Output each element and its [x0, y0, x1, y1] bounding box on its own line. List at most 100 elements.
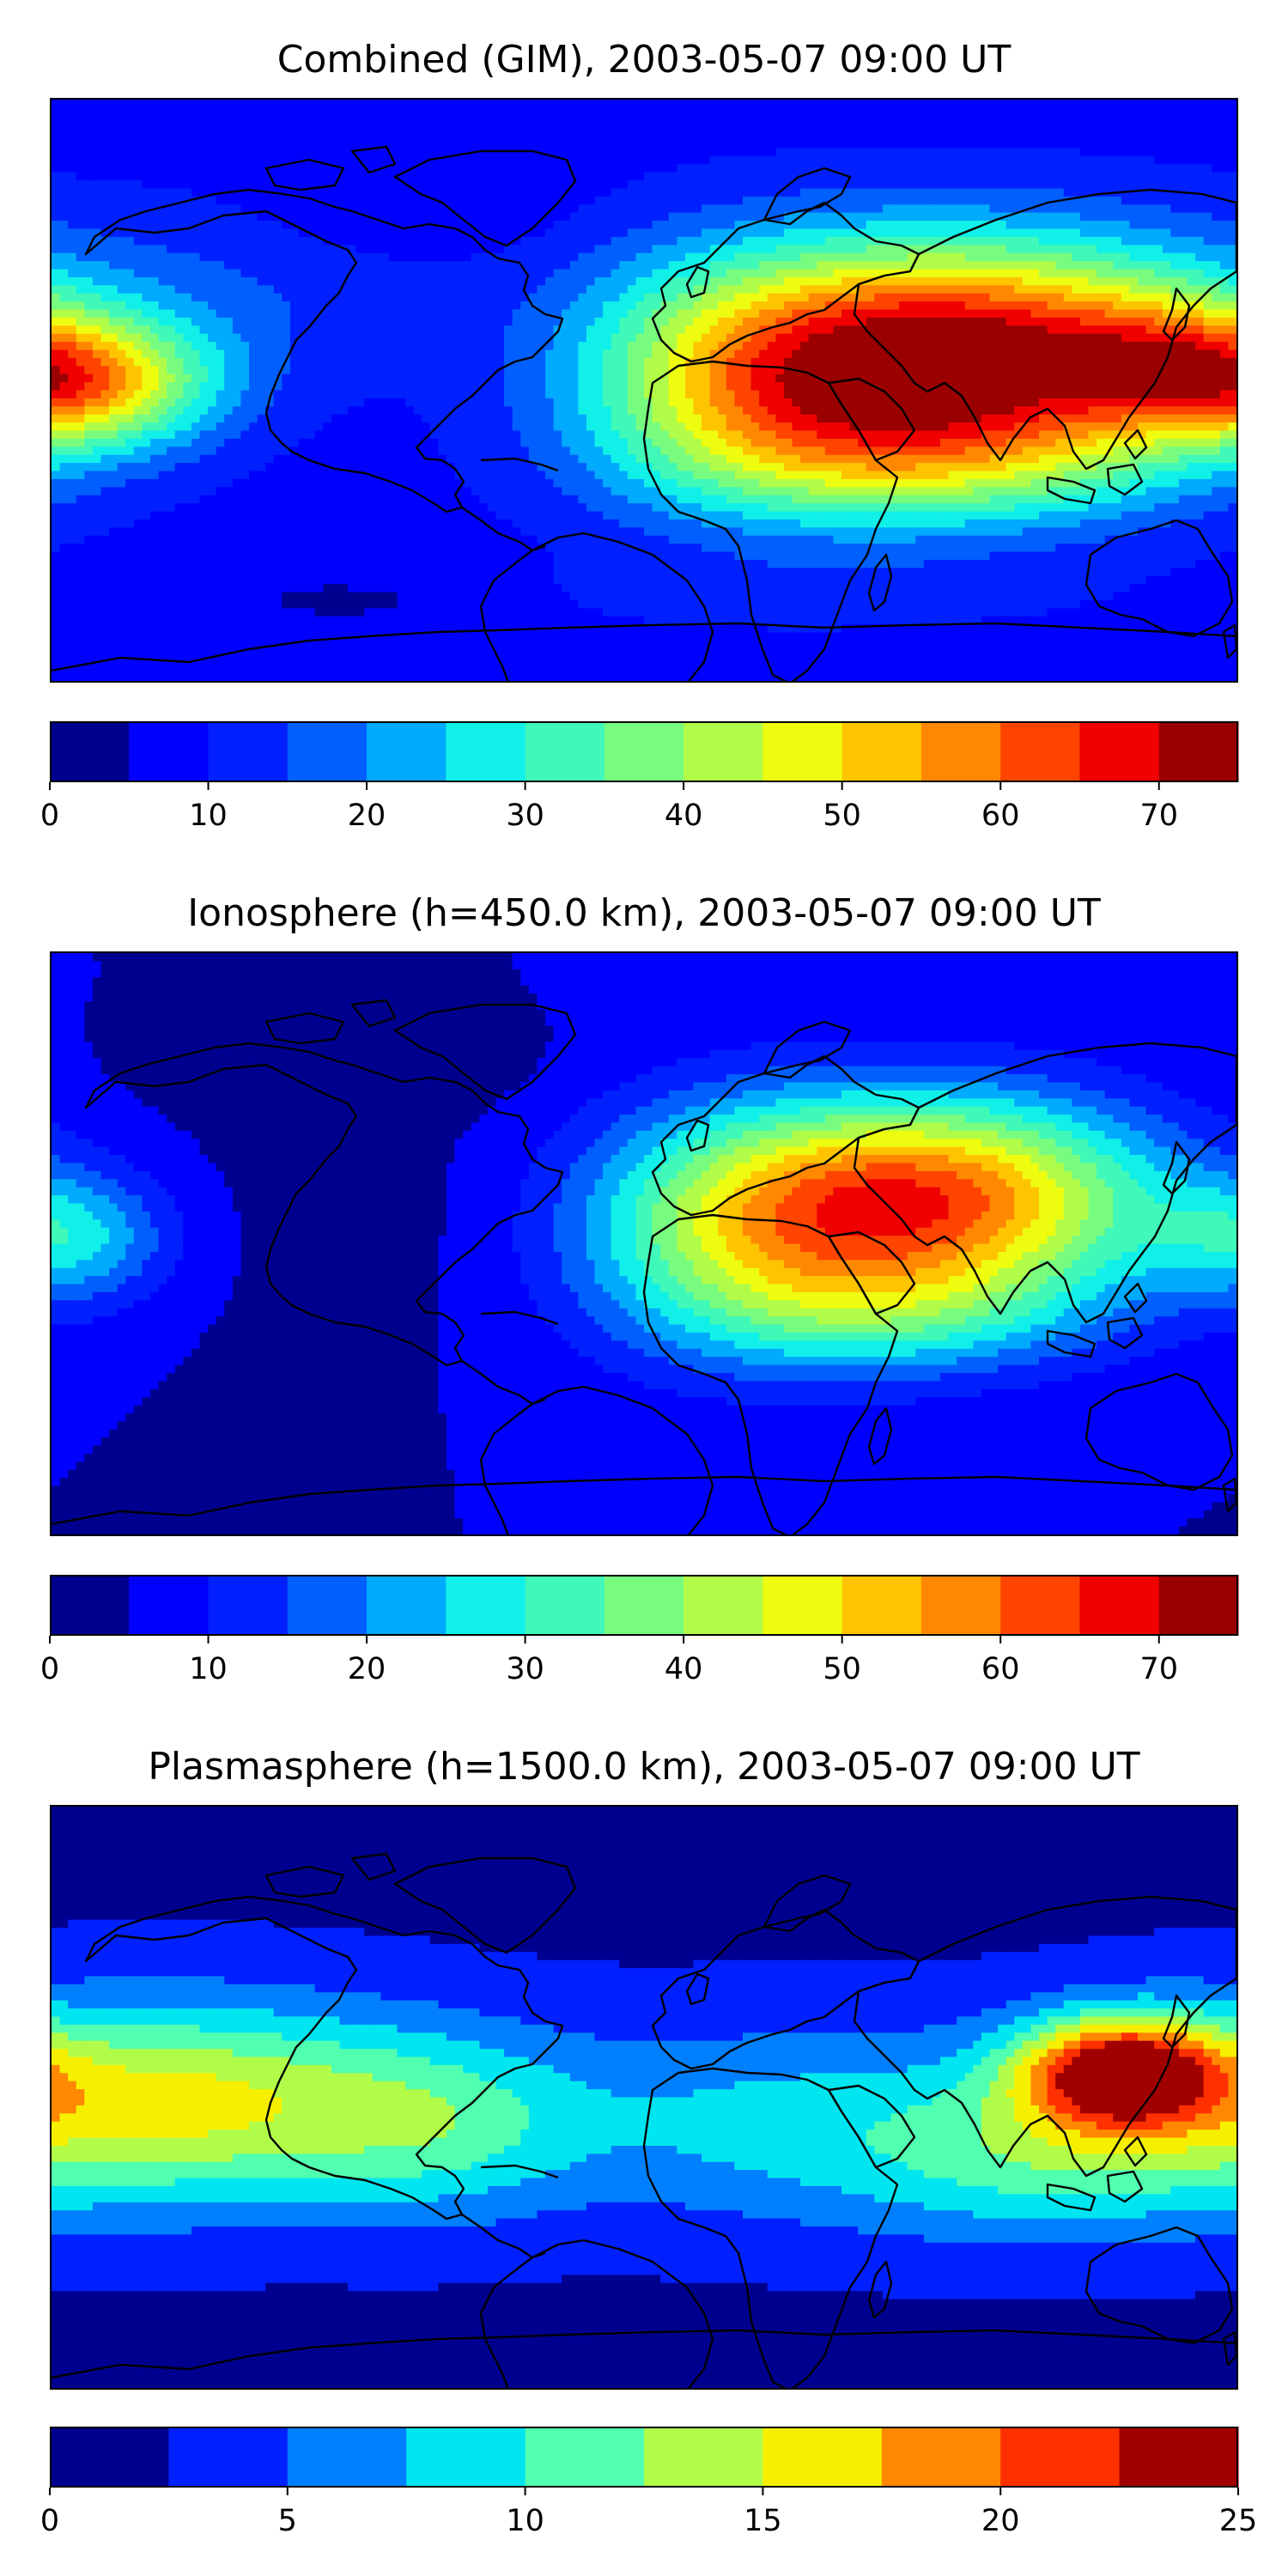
field-cell [866, 342, 875, 351]
field-cell [578, 155, 587, 165]
field-cell [824, 148, 835, 157]
field-cell [208, 155, 217, 165]
field-cell [660, 333, 670, 343]
field-cell [998, 301, 1007, 311]
field-cell [216, 293, 225, 302]
field-cell [750, 236, 760, 246]
field-cell [348, 188, 357, 197]
field-cell [726, 164, 736, 173]
field-cell [603, 325, 612, 335]
field-cell [1022, 107, 1032, 117]
field-cell [100, 317, 110, 326]
field-cell [355, 276, 365, 286]
field-cell [397, 285, 406, 295]
field-cell [915, 301, 925, 311]
field-cell [594, 357, 604, 367]
field-cell [232, 245, 242, 254]
field-cell [808, 180, 817, 190]
field-cell [890, 245, 900, 254]
field-cell [619, 188, 629, 197]
field-cell [1121, 164, 1131, 173]
field-cell [289, 374, 300, 383]
field-cell [957, 349, 966, 359]
field-cell [858, 349, 867, 359]
field-cell [199, 342, 209, 351]
field-cell [289, 164, 300, 173]
field-cell [890, 301, 900, 311]
field-cell [471, 293, 480, 302]
field-cell [866, 180, 875, 190]
field-cell [125, 317, 135, 326]
field-cell [1203, 188, 1212, 197]
field-cell [158, 317, 167, 326]
field-cell [429, 188, 440, 197]
field-cell [504, 342, 513, 351]
field-cell [339, 333, 349, 343]
field-cell [388, 236, 398, 246]
field-cell [59, 131, 69, 141]
field-cell [397, 276, 406, 286]
field-cell [208, 115, 217, 125]
field-cell [520, 342, 530, 351]
field-cell [1138, 342, 1147, 351]
field-cell [684, 148, 695, 157]
field-cell [208, 333, 217, 343]
field-cell [183, 333, 192, 343]
field-cell [964, 140, 974, 149]
field-cell [125, 374, 135, 383]
field-cell [858, 221, 867, 230]
field-cell [890, 164, 900, 173]
field-cell [808, 349, 817, 359]
field-cell [684, 155, 695, 165]
field-cell [232, 172, 242, 181]
field-cell [388, 124, 398, 133]
field-cell [619, 228, 629, 238]
field-cell [314, 164, 324, 173]
field-cell [817, 252, 826, 262]
field-cell [553, 374, 562, 383]
field-cell [68, 276, 77, 286]
field-cell [866, 261, 875, 270]
field-cell [841, 228, 851, 238]
field-cell [1014, 212, 1024, 222]
field-cell [249, 236, 258, 246]
field-cell [528, 221, 538, 230]
field-cell [454, 172, 464, 181]
field-cell [1014, 236, 1024, 246]
field-cell [998, 204, 1007, 214]
field-cell [405, 342, 415, 351]
field-cell [1121, 342, 1131, 351]
field-cell [199, 131, 209, 141]
field-cell [479, 124, 489, 133]
field-cell [1170, 301, 1180, 311]
field-cell [841, 140, 851, 149]
field-cell [520, 301, 530, 311]
field-cell [1162, 155, 1171, 165]
field-cell [289, 261, 300, 270]
field-cell [586, 285, 596, 295]
field-cell [759, 212, 769, 222]
field-cell [364, 236, 374, 246]
field-cell [652, 228, 661, 238]
field-cell [323, 107, 332, 117]
field-cell [824, 212, 835, 222]
field-cell [348, 349, 357, 359]
field-cell [545, 269, 555, 278]
field-cell [553, 349, 562, 359]
field-cell [1187, 333, 1196, 343]
field-cell [750, 301, 760, 311]
field-cell [68, 124, 77, 133]
field-cell [413, 261, 422, 270]
field-cell [1195, 172, 1205, 181]
field-cell [528, 236, 538, 246]
field-cell [331, 131, 341, 141]
field-cell [438, 228, 447, 238]
field-cell [586, 349, 596, 359]
field-cell [76, 131, 85, 141]
field-cell [858, 357, 867, 367]
field-cell [355, 164, 365, 173]
field-cell [594, 155, 604, 165]
field-cell [841, 221, 851, 230]
field-cell [973, 293, 982, 302]
field-cell [1005, 115, 1015, 125]
